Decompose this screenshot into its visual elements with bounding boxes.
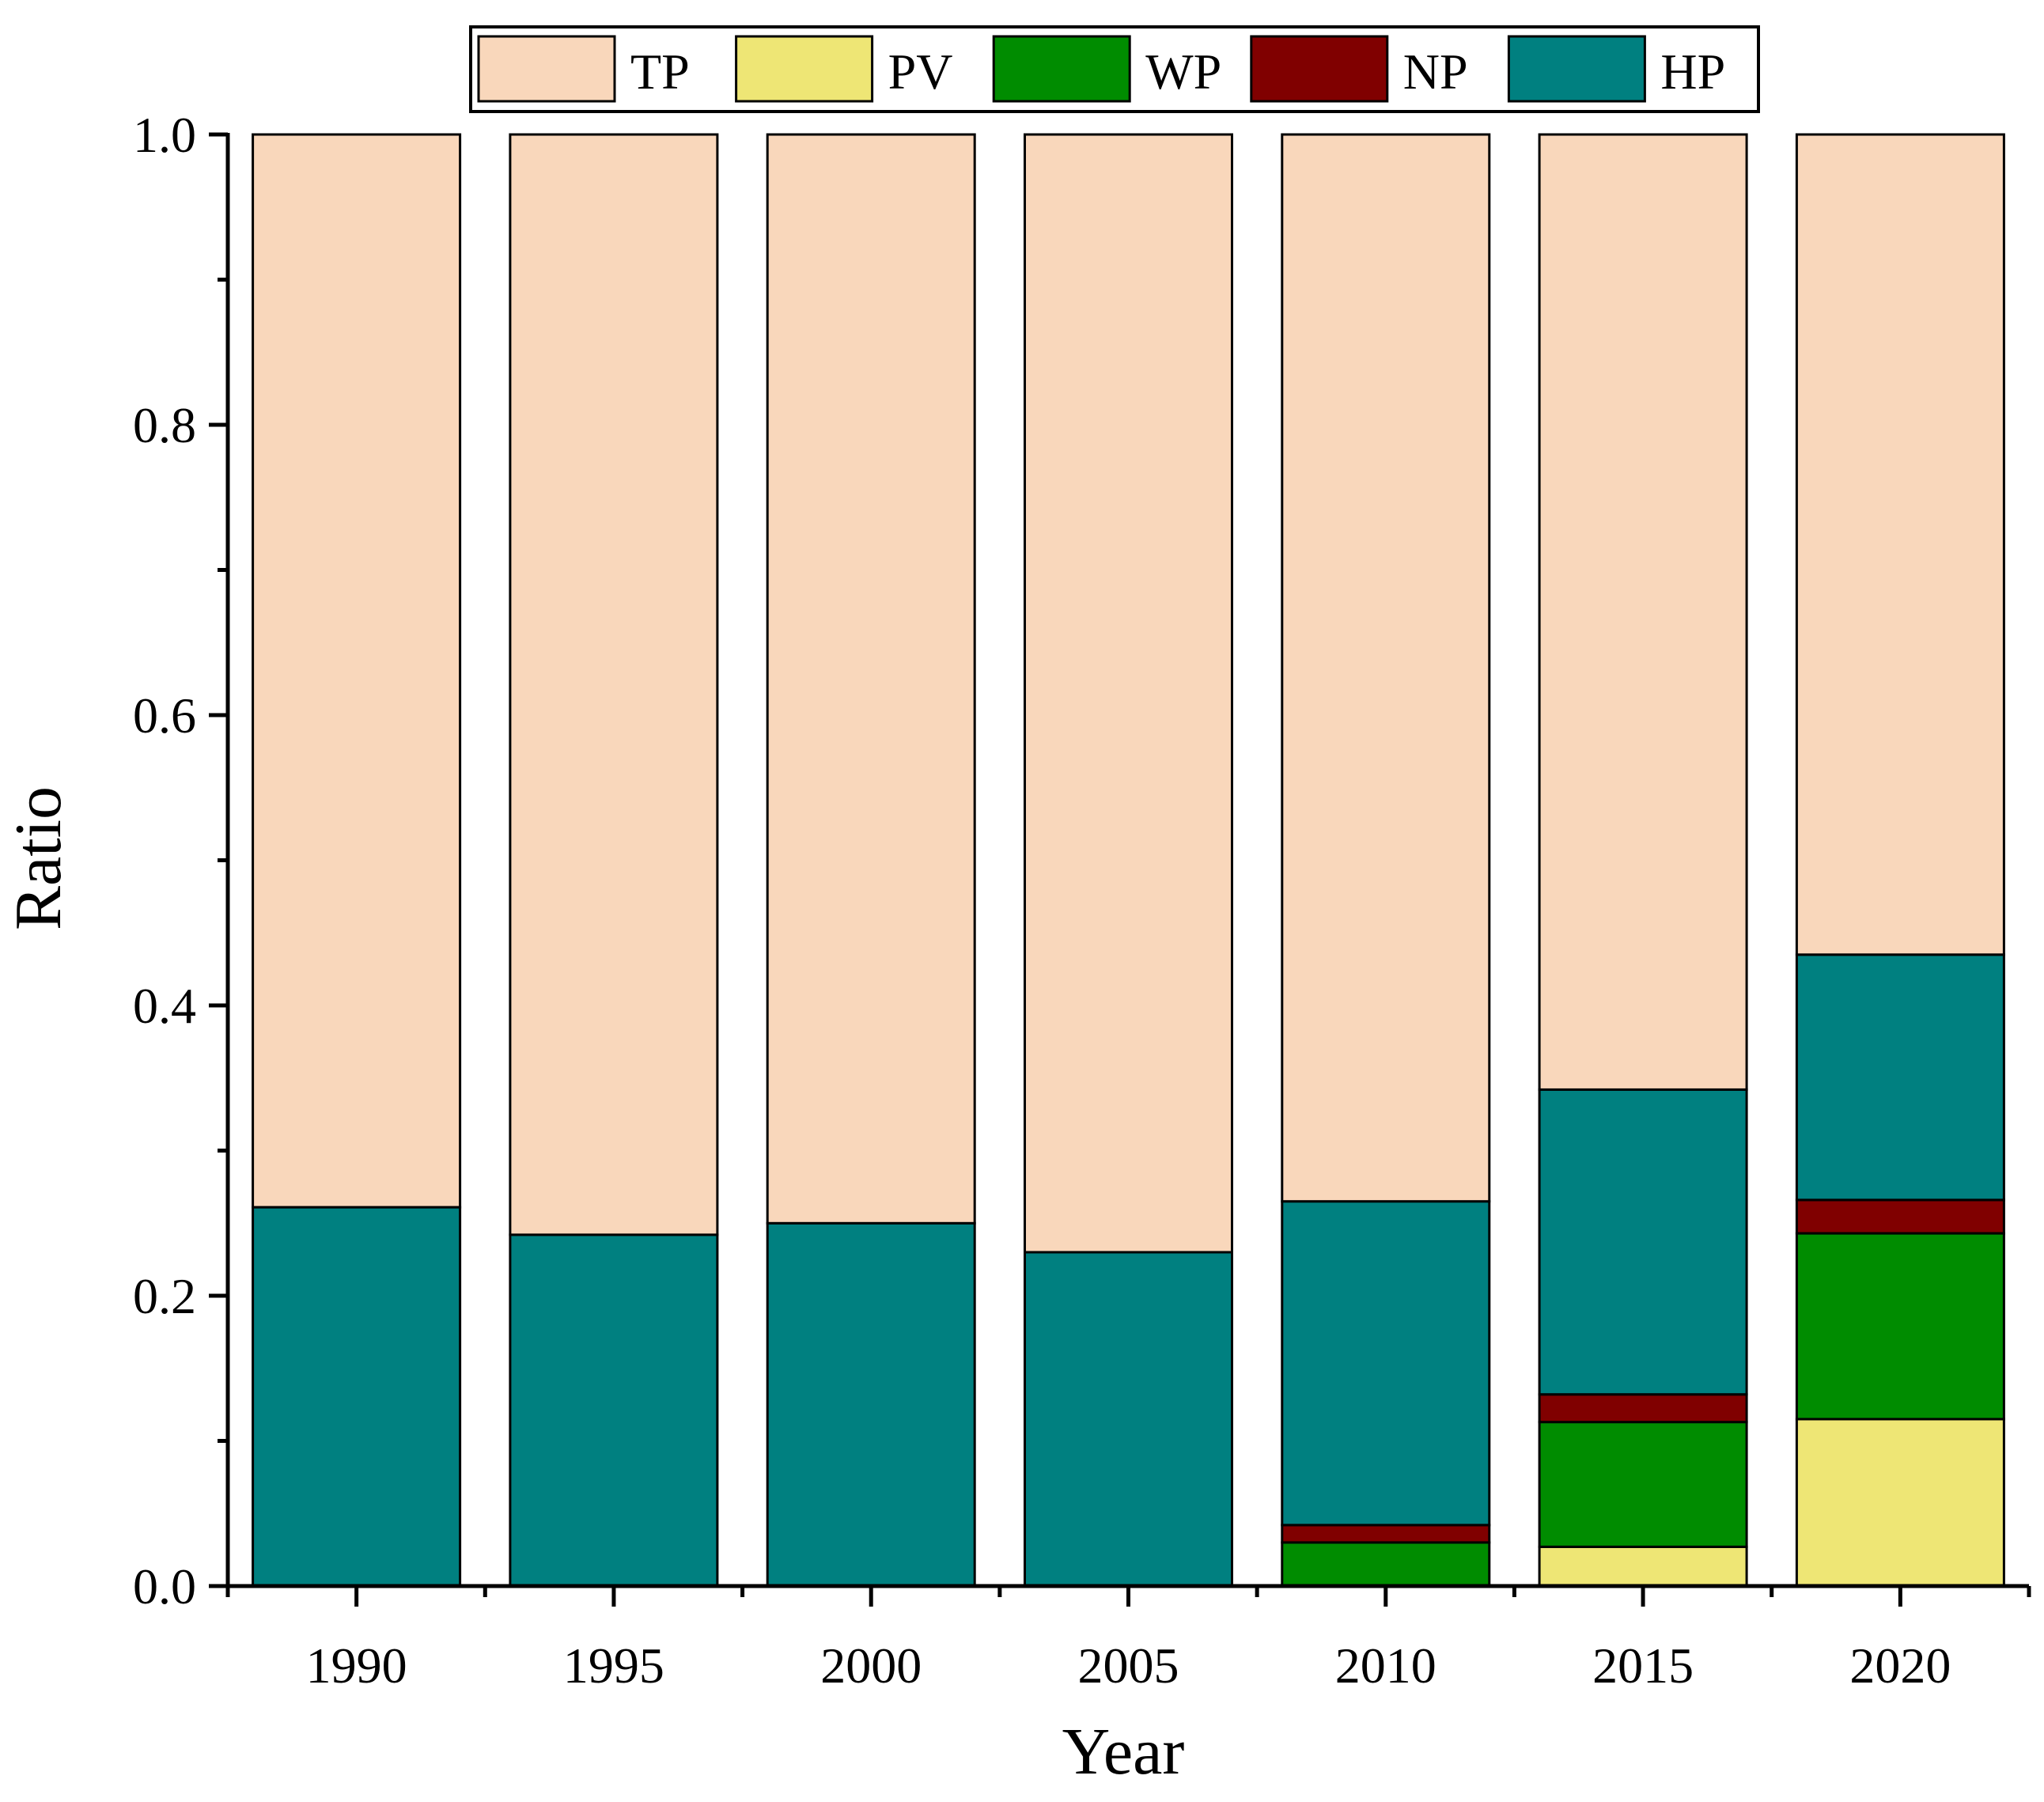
legend-item-wp: WP (992, 35, 1221, 103)
bar-stack-2010 (1281, 133, 1491, 1588)
legend-label-hp: HP (1660, 44, 1725, 100)
legend-item-tp: TP (477, 35, 690, 103)
legend-label-tp: TP (630, 44, 690, 100)
bar-hp-2015 (1538, 1088, 1748, 1396)
bar-np-2015 (1538, 1393, 1748, 1424)
bar-tp-2020 (1795, 133, 2005, 956)
x-tick-label-2000: 2000 (820, 1637, 922, 1694)
x-tick-label-2010: 2010 (1335, 1637, 1436, 1694)
bar-stack-2015 (1538, 133, 1748, 1588)
bar-tp-2010 (1281, 133, 1491, 1203)
y-tick-label: 0.0 (133, 1558, 196, 1615)
y-tick-label: 0.6 (133, 687, 196, 744)
bar-hp-1990 (252, 1206, 462, 1588)
legend-swatch-wp (992, 35, 1131, 103)
legend-item-pv: PV (735, 35, 953, 103)
y-tick-label: 0.4 (133, 978, 196, 1034)
bar-tp-2000 (766, 133, 976, 1225)
legend-item-np: NP (1250, 35, 1468, 103)
legend: TP PV WP NP HP (469, 25, 1760, 113)
bar-stack-2005 (1024, 133, 1233, 1588)
bar-tp-2015 (1538, 133, 1748, 1091)
bar-pv-2020 (1795, 1418, 2005, 1588)
legend-label-wp: WP (1145, 44, 1221, 100)
bar-stack-1990 (252, 133, 462, 1588)
bar-hp-2010 (1281, 1200, 1491, 1527)
legend-swatch-pv (735, 35, 874, 103)
legend-label-pv: PV (888, 44, 953, 100)
x-tick-label-1990: 1990 (306, 1637, 407, 1694)
bar-hp-2005 (1024, 1251, 1233, 1588)
bar-wp-2010 (1281, 1541, 1491, 1588)
legend-swatch-hp (1507, 35, 1646, 103)
legend-swatch-tp (477, 35, 616, 103)
bar-np-2020 (1795, 1198, 2005, 1235)
y-axis-title: Ratio (2, 786, 75, 930)
bar-stack-2020 (1795, 133, 2005, 1588)
bar-tp-2005 (1024, 133, 1233, 1254)
bar-tp-1990 (252, 133, 462, 1209)
bar-stack-2000 (766, 133, 976, 1588)
legend-item-hp: HP (1507, 35, 1725, 103)
bar-wp-2015 (1538, 1421, 1748, 1548)
bar-hp-2020 (1795, 953, 2005, 1202)
legend-swatch-np (1250, 35, 1389, 103)
y-tick-label: 0.2 (133, 1268, 196, 1324)
x-axis-title: Year (1062, 1715, 1185, 1789)
x-tick-label-1995: 1995 (563, 1637, 664, 1694)
x-tick-label-2015: 2015 (1592, 1637, 1694, 1694)
x-tick-label-2020: 2020 (1849, 1637, 1951, 1694)
bar-tp-1995 (509, 133, 719, 1236)
bar-wp-2020 (1795, 1232, 2005, 1421)
bar-stack-1995 (509, 133, 719, 1588)
bar-hp-1995 (509, 1233, 719, 1588)
bar-pv-2015 (1538, 1546, 1748, 1588)
y-tick-label: 1.0 (133, 107, 196, 163)
axes: 0.0 0.2 0.4 0.6 0.8 1.0 1990 1995 2000 2005 2010 20… (133, 107, 2031, 1694)
bar-hp-2000 (766, 1221, 976, 1588)
legend-label-np: NP (1403, 44, 1468, 100)
bar-np-2010 (1281, 1524, 1491, 1544)
x-tick-label-2005: 2005 (1078, 1637, 1179, 1694)
bar-stacks (252, 133, 2005, 1588)
y-tick-label: 0.8 (133, 397, 196, 453)
